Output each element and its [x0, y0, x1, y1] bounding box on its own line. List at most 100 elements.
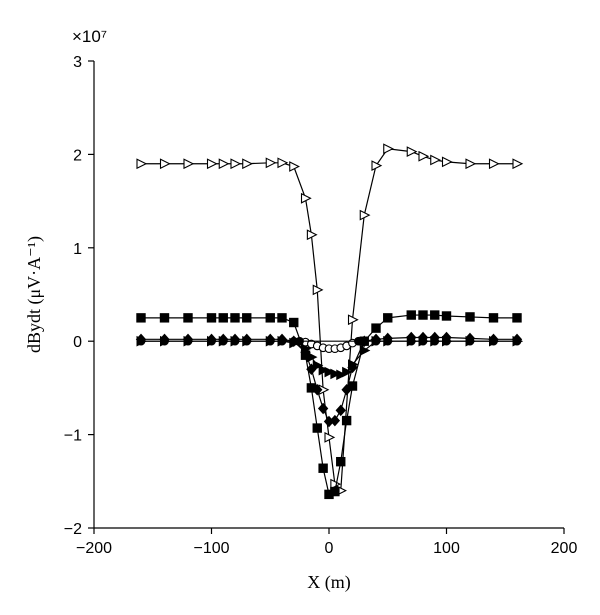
data-point	[430, 154, 441, 166]
data-point	[441, 311, 452, 321]
data-point	[312, 384, 323, 396]
y-tick-label: 2	[73, 147, 82, 164]
x-axis-title: X (m)	[307, 572, 351, 593]
x-tick-label: −100	[193, 540, 229, 557]
data-point	[324, 366, 336, 378]
series-circle-open	[301, 337, 357, 354]
data-point	[488, 158, 500, 170]
data-point	[465, 312, 475, 322]
data-point	[335, 404, 346, 417]
data-point	[430, 336, 440, 346]
data-point	[183, 313, 193, 323]
data-point	[159, 158, 171, 170]
data-point	[406, 310, 416, 320]
data-point	[295, 336, 304, 346]
data-point	[418, 336, 428, 346]
data-point	[312, 360, 324, 371]
y-tick-label: −2	[64, 521, 82, 538]
data-point	[218, 336, 228, 346]
data-point	[206, 313, 217, 323]
y-tick-label: 0	[73, 334, 82, 351]
series-circle-filled	[136, 336, 522, 346]
data-point	[136, 158, 148, 170]
data-point	[318, 364, 330, 376]
data-point	[465, 336, 475, 346]
data-point	[330, 486, 340, 497]
data-point	[512, 336, 522, 346]
data-point	[336, 369, 347, 381]
ticks: −200 −100 0 100 200 −2 −1 0 1 2 3	[64, 54, 578, 557]
data-point	[242, 313, 252, 323]
series-layer	[135, 143, 524, 500]
data-point	[289, 317, 299, 328]
data-point	[329, 414, 341, 427]
series-line	[141, 314, 517, 496]
data-point	[306, 351, 318, 363]
data-point	[160, 336, 169, 346]
data-point	[359, 209, 371, 221]
data-point	[230, 336, 240, 346]
data-point	[489, 336, 498, 346]
data-point	[441, 156, 453, 168]
data-point	[383, 143, 394, 155]
data-point	[218, 158, 230, 170]
data-point	[265, 336, 275, 346]
data-point	[206, 158, 218, 170]
data-point	[347, 314, 359, 326]
data-point	[359, 336, 369, 346]
y-multiplier-label: ×10⁷	[72, 27, 107, 46]
data-point	[277, 336, 287, 346]
data-point	[342, 366, 353, 378]
y-tick-label: 3	[73, 54, 82, 71]
x-tick-label: 100	[433, 540, 460, 557]
data-point	[512, 158, 524, 170]
y-tick-label: −1	[64, 428, 82, 445]
data-point	[371, 336, 381, 346]
data-point	[348, 359, 359, 370]
data-point	[406, 336, 416, 346]
data-point	[442, 336, 451, 346]
data-point	[242, 336, 252, 346]
series-triangle-right-filled	[136, 335, 524, 381]
data-point	[418, 150, 430, 162]
data-point	[371, 323, 381, 333]
x-tick-label: 200	[551, 540, 578, 557]
data-point	[277, 313, 287, 323]
data-point	[330, 368, 341, 380]
data-point	[306, 229, 318, 241]
data-point	[265, 313, 275, 323]
data-point	[183, 336, 193, 346]
data-point	[230, 158, 242, 170]
axes	[93, 61, 564, 529]
data-point	[312, 423, 322, 433]
data-point	[341, 384, 352, 396]
data-point	[383, 336, 393, 346]
x-tick-label: −200	[76, 540, 112, 557]
data-point	[159, 313, 170, 323]
data-point	[318, 463, 328, 473]
data-point	[406, 146, 418, 157]
data-point	[136, 336, 146, 346]
data-point	[383, 313, 393, 323]
data-point	[277, 157, 289, 169]
x-tick-label: 0	[325, 540, 334, 557]
data-point	[289, 161, 300, 172]
data-point	[312, 284, 324, 296]
data-point	[300, 192, 312, 204]
y-axis-title: dBydt (μV·A⁻¹)	[24, 236, 45, 353]
data-point	[430, 310, 440, 320]
data-point	[230, 313, 240, 323]
data-point	[324, 432, 336, 443]
y-tick-label: 1	[73, 241, 82, 258]
data-point	[488, 313, 499, 323]
data-point	[265, 157, 277, 169]
data-point	[207, 336, 216, 346]
data-point	[512, 313, 522, 323]
data-point	[136, 313, 146, 323]
data-point	[465, 158, 477, 170]
series-triangle-right-open	[136, 143, 524, 497]
data-point	[218, 313, 228, 323]
data-point	[371, 160, 383, 171]
data-point	[418, 310, 428, 320]
data-point	[242, 158, 253, 170]
